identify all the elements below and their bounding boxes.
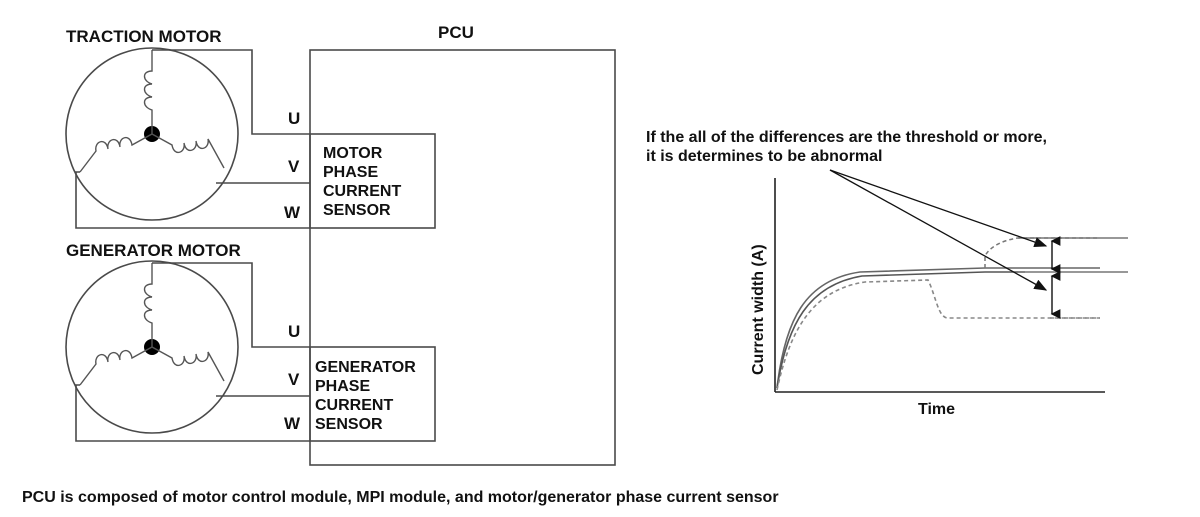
traction-windings xyxy=(79,50,225,173)
note-pointer-arrow-1 xyxy=(829,169,1048,248)
generator-sensor-line-1: GENERATOR xyxy=(315,359,416,376)
graph-y-label: Current width (A) xyxy=(750,244,767,375)
note-pointer-arrow-2 xyxy=(829,169,1048,291)
motor-sensor-line-2: PHASE xyxy=(323,164,378,181)
graph-x-label: Time xyxy=(918,401,955,418)
generator-phase-current-sensor-box xyxy=(309,346,436,442)
curve-rising-dashed xyxy=(984,237,1100,268)
traction-motor: TRACTION MOTOR U V W MOTOR PHASE CURRENT… xyxy=(65,27,436,229)
curve-phase-c-dashed xyxy=(776,279,1100,391)
traction-motor-stator xyxy=(65,47,239,221)
motor-sensor-line-1: MOTOR xyxy=(323,145,383,162)
generator-windings xyxy=(79,263,225,386)
generator-sensor-line-4: SENSOR xyxy=(315,416,383,433)
motor-sensor-line-3: CURRENT xyxy=(323,183,401,200)
generator-sensor-line-3: CURRENT xyxy=(315,397,393,414)
graph-note-line-1: If the all of the differences are the th… xyxy=(646,129,1047,146)
traction-phase-v: V xyxy=(288,157,300,176)
traction-phase-u: U xyxy=(288,109,300,128)
footer-caption: PCU is composed of motor control module,… xyxy=(22,489,779,506)
generator-sensor-line-2: PHASE xyxy=(315,378,370,395)
generator-phase-u: U xyxy=(288,322,300,341)
generator-phase-w: W xyxy=(284,414,301,433)
generator-lead-w xyxy=(75,384,310,442)
generator-lead-u xyxy=(152,262,310,348)
motor-sensor-line-4: SENSOR xyxy=(323,202,391,219)
traction-lead-w xyxy=(75,171,310,229)
pcu-label: PCU xyxy=(438,23,474,42)
current-width-graph: If the all of the differences are the th… xyxy=(646,129,1128,418)
traction-motor-title: TRACTION MOTOR xyxy=(66,27,222,46)
generator-motor: GENERATOR MOTOR U V W GENERATOR PHASE CU… xyxy=(65,241,436,442)
curve-phase-a xyxy=(776,267,1100,389)
pcu-box xyxy=(309,49,616,466)
generator-motor-stator xyxy=(65,260,239,434)
traction-phase-w: W xyxy=(284,203,301,222)
traction-lead-u xyxy=(152,49,310,135)
motor-phase-current-sensor-box xyxy=(309,133,436,229)
curve-phase-b xyxy=(776,271,1025,389)
generator-phase-v: V xyxy=(288,370,300,389)
graph-note-line-2: it is determines to be abnormal xyxy=(646,148,883,165)
generator-motor-title: GENERATOR MOTOR xyxy=(66,241,241,260)
